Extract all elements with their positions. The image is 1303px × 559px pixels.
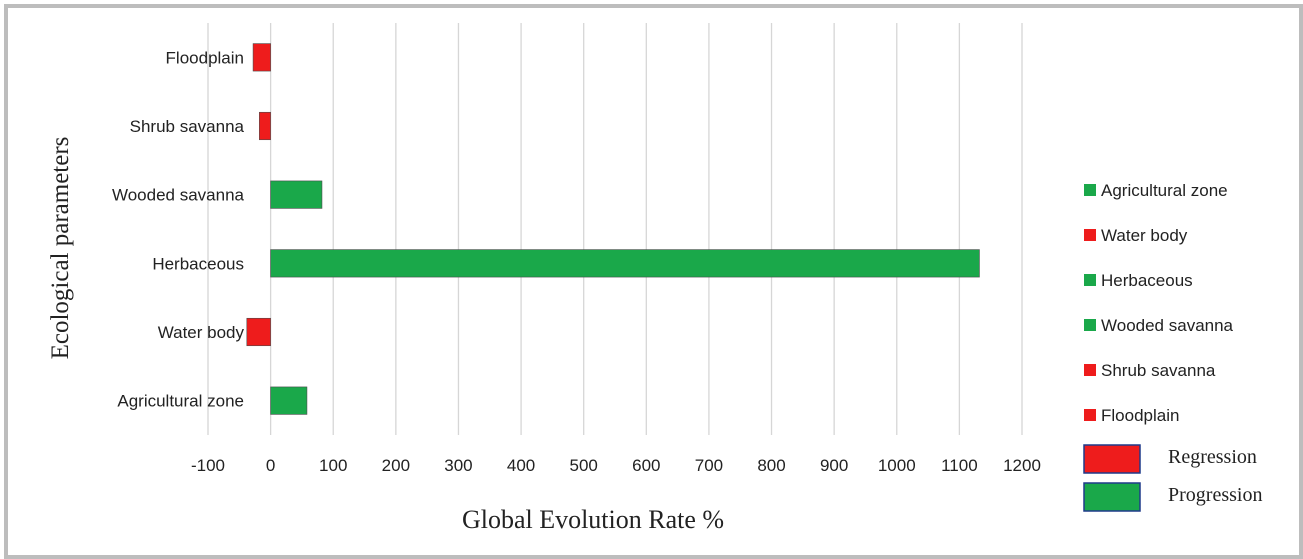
category-label: Wooded savanna <box>112 186 245 205</box>
legend-swatch <box>1084 319 1096 331</box>
category-label: Floodplain <box>166 48 244 67</box>
bar <box>270 180 323 209</box>
bars <box>246 43 980 415</box>
chart-frame: Agricultural zone Water body Herbaceous Woo… <box>4 4 1303 559</box>
x-tick-label: 600 <box>632 456 660 475</box>
bar <box>259 111 271 141</box>
x-tick-label: 400 <box>507 456 535 475</box>
x-tick-label: 900 <box>820 456 848 475</box>
key-swatch <box>1083 444 1141 474</box>
key-swatch <box>1083 482 1141 512</box>
chart-svg: Agricultural zone Water body Herbaceous Woo… <box>47 23 1262 534</box>
x-tick-label: 1100 <box>941 456 978 475</box>
legend-swatch <box>1084 409 1096 421</box>
category-label: Agricultural zone <box>117 392 244 411</box>
legend-swatch <box>1084 364 1096 376</box>
legend-label: Agricultural zone <box>1101 181 1228 200</box>
x-tick-label: 1200 <box>1003 456 1041 475</box>
x-tick-label: 500 <box>570 456 598 475</box>
legend-label: Herbaceous <box>1101 271 1193 290</box>
key-label: Progression <box>1168 484 1262 506</box>
legend-label: Wooded savanna <box>1101 316 1234 335</box>
x-tick-labels: -100 0 100 200 300 400 500 600 700 800 900 1000 1100… <box>191 456 1041 475</box>
gridlines <box>207 23 1023 435</box>
x-tick-label: 800 <box>757 456 785 475</box>
legend-label: Shrub savanna <box>1101 361 1216 380</box>
x-axis-label: Global Evolution Rate % <box>462 505 724 534</box>
legend-swatch <box>1084 184 1096 196</box>
legend: Agricultural zone Water body Herbaceous Woo… <box>1084 181 1234 425</box>
legend-swatch <box>1084 274 1096 286</box>
x-tick-label: 700 <box>695 456 723 475</box>
bar <box>270 249 980 278</box>
category-labels: Agricultural zone Water body Herbaceous Woo… <box>112 48 245 410</box>
category-label: Water body <box>158 323 245 342</box>
x-tick-label: 0 <box>266 456 275 475</box>
bar <box>252 43 271 72</box>
regression-progression-key: Regression Progression <box>1083 444 1262 512</box>
category-label: Herbaceous <box>152 254 244 273</box>
x-tick-label: 1000 <box>878 456 916 475</box>
legend-label: Water body <box>1101 226 1188 245</box>
bar <box>270 386 308 415</box>
x-tick-label: 200 <box>382 456 410 475</box>
y-axis-label: Ecological parameters <box>47 137 74 360</box>
x-tick-label: 300 <box>444 456 472 475</box>
x-tick-label: -100 <box>191 456 225 475</box>
legend-swatch <box>1084 229 1096 241</box>
category-label: Shrub savanna <box>130 117 245 136</box>
x-tick-label: 100 <box>319 456 347 475</box>
bar <box>246 317 271 347</box>
key-label: Regression <box>1168 446 1257 468</box>
legend-label: Floodplain <box>1101 406 1179 425</box>
